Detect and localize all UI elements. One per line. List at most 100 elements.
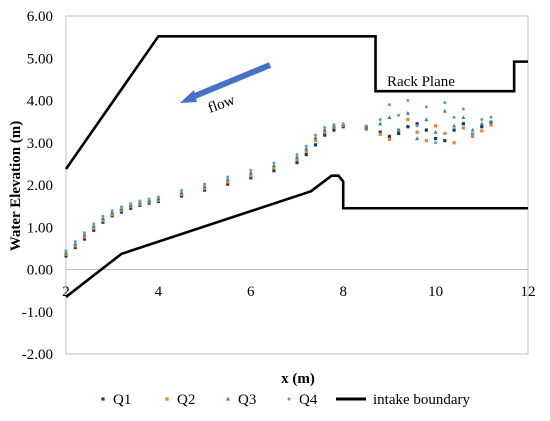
data-point: [378, 118, 382, 122]
data-point: [272, 161, 276, 165]
data-point: [387, 137, 391, 141]
y-tick-label: 3.00: [27, 136, 53, 152]
data-point: [415, 122, 419, 126]
y-tick-label: 1.00: [27, 220, 53, 236]
data-point: [203, 182, 207, 186]
data-point: [489, 119, 494, 124]
data-point: [489, 115, 493, 119]
data-point: [452, 115, 456, 119]
data-point: [387, 115, 392, 119]
data-point: [443, 139, 447, 143]
x-tick-label: 12: [521, 284, 536, 300]
data-point: [179, 194, 184, 198]
data-point: [471, 132, 475, 136]
data-point: [396, 127, 401, 132]
data-point: [119, 205, 123, 209]
data-point: [248, 170, 253, 175]
axis-ticks: 2 4 6 8 10 12 -2.00 -1.00 0.00 1.00 2.00 3.00 4.00 5.…: [22, 9, 536, 363]
flow-arrow: [188, 62, 272, 101]
data-point: [138, 199, 142, 203]
flow-label: flow: [206, 92, 237, 116]
data-point: [295, 158, 299, 162]
data-point: [323, 133, 327, 137]
data-point: [443, 131, 447, 136]
data-point: [405, 110, 410, 115]
data-point: [272, 169, 276, 173]
data-point: [323, 130, 327, 134]
data-point: [406, 99, 410, 102]
data-point: [272, 166, 276, 170]
data-point: [397, 131, 401, 136]
data-point: [313, 139, 318, 143]
data-point: [461, 126, 465, 130]
data-point: [364, 124, 368, 128]
data-point: [179, 192, 184, 196]
data-point: [322, 127, 327, 132]
data-point: [100, 216, 105, 220]
data-point: [249, 168, 253, 172]
data-point: [226, 182, 230, 186]
data-point: [101, 214, 105, 218]
data-point: [479, 121, 484, 126]
data-point: [406, 117, 410, 122]
data-point: [110, 209, 114, 213]
data-point: [92, 222, 96, 226]
intake-boundary-lines: [64, 34, 528, 298]
x-axis-title: x (m): [281, 371, 315, 387]
data-point: [73, 240, 77, 244]
data-point: [461, 107, 465, 111]
data-point: [304, 149, 308, 153]
data-point: [295, 154, 299, 159]
data-point: [91, 223, 96, 228]
data-point: [397, 113, 401, 117]
data-point: [461, 122, 465, 126]
legend-entry: Q4: [299, 392, 318, 408]
data-point: [313, 143, 318, 147]
data-point: [156, 195, 160, 199]
data-point: [64, 249, 68, 253]
data-point: [434, 141, 438, 145]
y-tick-label: 5.00: [27, 51, 53, 67]
data-point: [378, 132, 382, 136]
legend-marker: [226, 396, 230, 401]
annotations: flow Rack Plane: [180, 62, 455, 117]
data-point: [82, 231, 86, 235]
flow-arrow-head-icon: [180, 90, 197, 103]
data-point: [434, 124, 438, 128]
legend-marker: [287, 397, 291, 401]
data-point: [180, 188, 183, 192]
data-point: [442, 108, 447, 113]
legend-marker: [165, 397, 169, 401]
data-point: [271, 163, 276, 168]
data-point: [101, 218, 105, 223]
data-point: [129, 206, 133, 210]
data-point: [424, 117, 429, 122]
data-point: [73, 241, 78, 246]
data-point: [433, 129, 438, 134]
data-point: [480, 125, 484, 129]
data-point: [443, 101, 447, 105]
y-tick-label: 4.00: [27, 94, 53, 110]
legend-entry: intake boundary: [373, 392, 471, 408]
data-point: [101, 220, 105, 224]
data-point: [313, 133, 317, 137]
data-point: [249, 174, 253, 178]
data-point: [470, 127, 475, 132]
data-point: [452, 128, 456, 132]
data-point: [434, 136, 438, 141]
data-point: [179, 190, 184, 195]
data-point: [387, 103, 391, 107]
series-q2: [64, 117, 493, 256]
y-tick-label: 6.00: [27, 9, 53, 25]
data-point: [406, 125, 410, 129]
y-tick-label: -2.00: [22, 347, 53, 363]
data-point: [364, 125, 369, 130]
data-point: [341, 122, 345, 126]
x-tick-label: 6: [247, 284, 255, 300]
series-q4: [64, 99, 493, 253]
data-point: [147, 197, 151, 201]
data-point: [452, 141, 456, 145]
data-point: [82, 232, 87, 237]
data-point: [378, 130, 382, 134]
data-point: [295, 161, 299, 165]
